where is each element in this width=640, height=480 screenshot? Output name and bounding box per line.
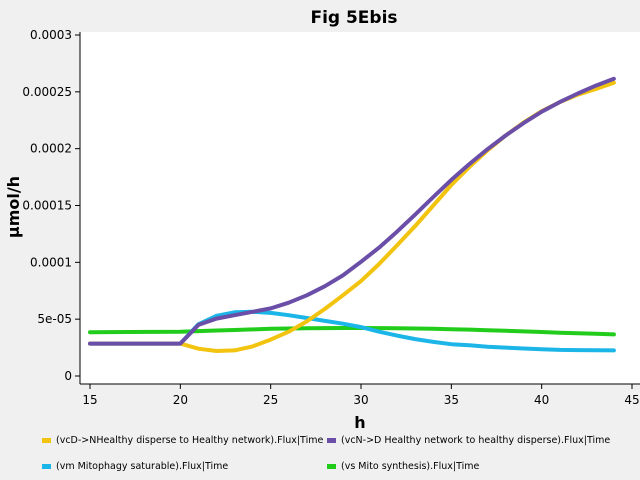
y-tick-label: 0.00015 — [22, 199, 72, 213]
y-tick-label: 0 — [64, 369, 72, 383]
x-axis-label: h — [354, 413, 365, 432]
x-tick-label: 25 — [263, 393, 278, 407]
y-tick-label: 5e-05 — [37, 312, 72, 326]
x-tick-label: 45 — [624, 393, 639, 407]
x-tick-label: 35 — [444, 393, 459, 407]
y-tick-label: 0.0003 — [30, 28, 72, 42]
legend-label: (vcD->NHealthy disperse to Healthy netwo… — [56, 435, 323, 446]
legend-swatch — [42, 438, 51, 443]
y-tick-label: 0.00025 — [22, 85, 72, 99]
legend-swatch — [42, 464, 51, 469]
series-layer — [88, 76, 616, 353]
y-axis-label: µmol/h — [4, 176, 23, 238]
x-tick-label: 20 — [173, 393, 188, 407]
series-line-3 — [88, 309, 616, 353]
legend-swatch — [327, 464, 336, 469]
x-tick-label: 40 — [534, 393, 549, 407]
y-tick-label: 0.0002 — [30, 142, 72, 156]
legend-label: (vm Mitophagy saturable).Flux|Time — [56, 461, 228, 472]
chart-title: Fig 5Ebis — [310, 8, 397, 28]
legend-swatch — [327, 438, 336, 443]
y-tick-label: 0.0001 — [30, 255, 72, 269]
legend-label: (vcN->D Healthy network to healthy dispe… — [341, 435, 610, 446]
x-tick-label: 15 — [82, 393, 97, 407]
y-axis: 0 5e-05 0.0001 0.00015 0.0002 0.00025 0.0003 — [22, 28, 81, 384]
legend: (vcD->NHealthy disperse to Healthy netwo… — [42, 435, 610, 472]
series-line-4 — [88, 326, 616, 337]
legend-label: (vs Mito synthesis).Flux|Time — [341, 461, 479, 472]
series-line-2 — [88, 76, 616, 346]
x-tick-label: 30 — [353, 393, 368, 407]
x-axis: 15 20 25 30 35 40 45 — [80, 383, 640, 407]
